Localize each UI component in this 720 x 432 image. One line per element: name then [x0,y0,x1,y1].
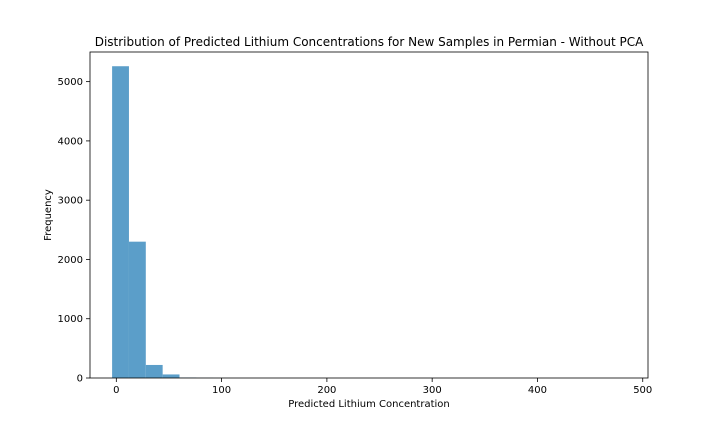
y-axis: 0 1000 2000 3000 4000 5000 [58,77,90,385]
x-tick-label: 0 [113,385,119,396]
x-tick-label: 400 [528,385,547,396]
y-tick-label: 5000 [58,77,83,88]
y-axis-label: Frequency [43,189,54,241]
plot-frame [89,51,649,379]
y-tick-label: 3000 [58,196,83,207]
y-tick-label: 4000 [58,136,83,147]
x-tick-label: 500 [633,385,652,396]
x-tick-label: 100 [212,385,231,396]
x-axis-label: Predicted Lithium Concentration [288,399,450,410]
y-tick-label: 1000 [58,314,83,325]
y-tick-label: 0 [77,374,83,385]
chart-title: Distribution of Predicted Lithium Concen… [95,35,644,49]
x-tick-label: 200 [317,385,336,396]
bars-group [112,66,231,378]
x-axis: 0 100 200 300 400 500 [113,378,652,396]
histogram-bar-2 [145,364,163,378]
histogram-bar-3 [162,374,180,378]
histogram-bar-1 [128,241,146,378]
histogram-bar-0 [112,66,129,378]
y-tick-label: 2000 [58,255,83,266]
x-tick-label: 300 [423,385,442,396]
